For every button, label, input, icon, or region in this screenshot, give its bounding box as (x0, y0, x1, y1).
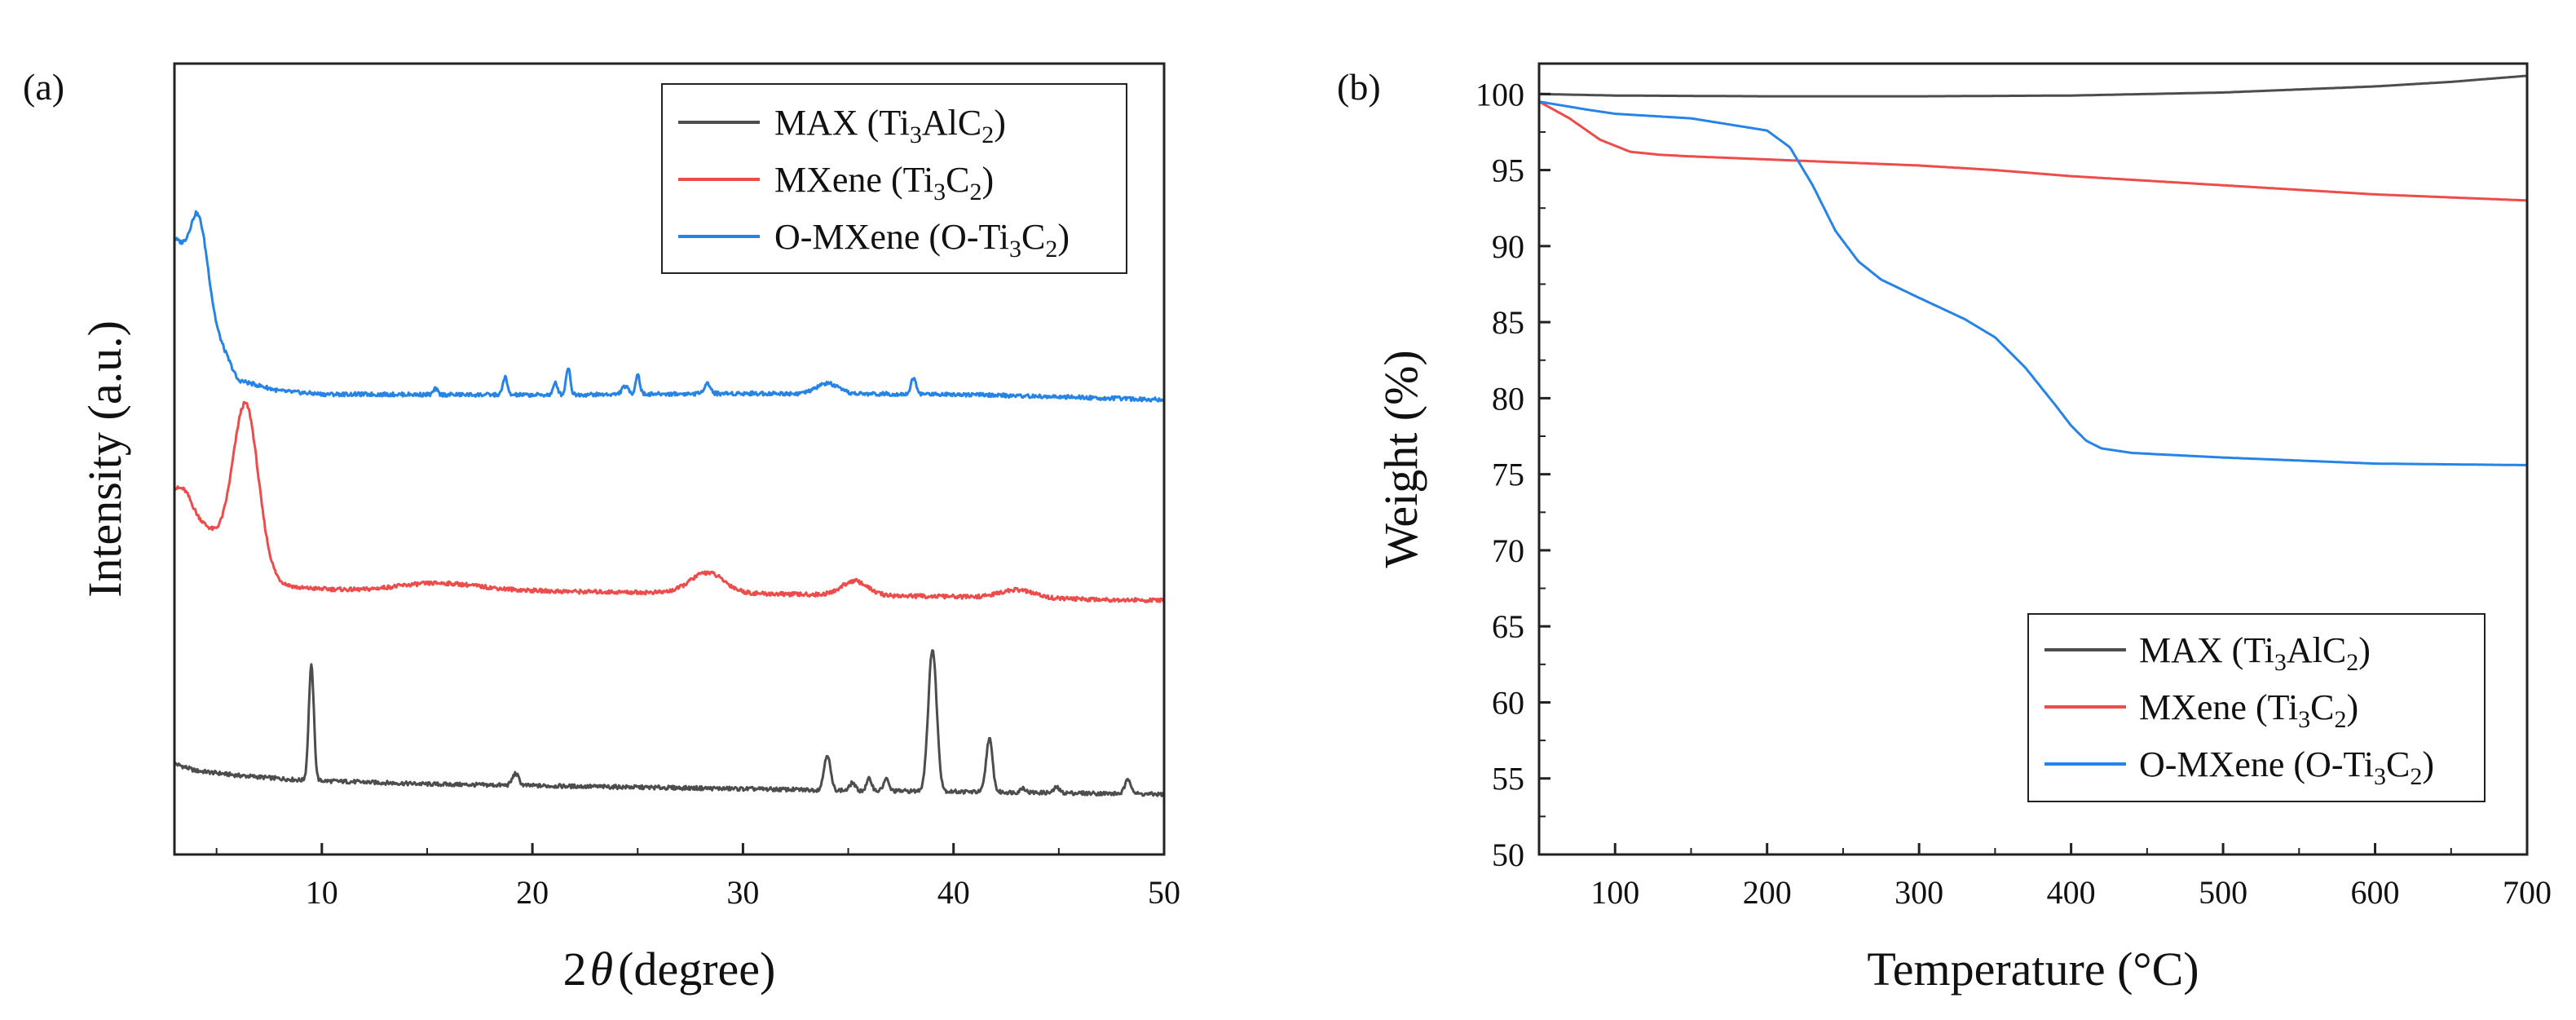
panel-a-x-ticks: 10 20 30 40 50 (215, 843, 1180, 911)
panel-b-y-tick-label-75: 75 (1492, 457, 1524, 493)
panel-b-series-max (1539, 74, 2528, 98)
panel-b-x-tick-label-400: 400 (2047, 874, 2096, 911)
panel-a-series-omxene (174, 210, 1166, 403)
panel-b-y-tick-label-85: 85 (1492, 304, 1524, 341)
panel-a-x-tick-label-20: 20 (516, 874, 549, 911)
panel-b-y-tick-label-100: 100 (1475, 76, 1524, 113)
panel-a-x-tick-label-10: 10 (306, 874, 338, 911)
panel-a-y-axis-label: Intensity (a.u.) (78, 320, 131, 598)
panel-b-y-tick-label-65: 65 (1492, 608, 1524, 645)
panel-a-x-tick-label-30: 30 (726, 874, 759, 911)
panel-a-legend-label-max: MAX (Ti3AlC2) (774, 103, 1006, 148)
panel-b-y-tick-label-80: 80 (1492, 380, 1524, 417)
panel-b-x-tick-label-700: 700 (2503, 874, 2552, 911)
panel-a-series-mxene (174, 400, 1165, 603)
panel-b-x-tick-label-300: 300 (1895, 874, 1943, 911)
panel-b-y-tick-label-60: 60 (1492, 684, 1524, 721)
panel-a-label: (a) (23, 66, 64, 108)
panel-b-legend-label-max: MAX (Ti3AlC2) (2139, 630, 2371, 676)
panel-b-frame (1537, 62, 2529, 856)
panel-b-x-ticks: 100 200 300 400 500 600 700 (1538, 843, 2552, 911)
panel-a-legend-label-mxene: MXene (Ti3C2) (774, 160, 994, 205)
panel-b-label: (b) (1337, 66, 1381, 108)
panel-b-x-axis-label: Temperature (°C) (1867, 943, 2199, 996)
panel-a-series-max (173, 649, 1165, 797)
panel-a: (a) 10 20 30 40 50 Intensity (a.u.) 2θ (degre… (23, 62, 1180, 996)
panel-a-frame (173, 62, 1166, 856)
panel-b: (b) 100 200 300 400 500 600 700 50 55 60 65 70 75 80… (1337, 62, 2552, 996)
panel-a-legend-label-omxene: O-MXene (O-Ti3C2) (774, 217, 1070, 263)
panel-a-x-axis-label-prefix: 2 (563, 943, 587, 996)
panel-b-x-tick-label-600: 600 (2351, 874, 2400, 911)
panel-a-legend: MAX (Ti3AlC2) MXene (Ti3C2) O-MXene (O-T… (661, 83, 1127, 274)
panel-b-legend-label-mxene: MXene (Ti3C2) (2139, 687, 2358, 733)
panel-b-y-axis-label: Weight (%) (1374, 350, 1427, 568)
panel-b-y-tick-label-55: 55 (1492, 761, 1524, 797)
panel-b-y-ticks: 50 55 60 65 70 75 80 85 90 95 100 (1475, 76, 1550, 873)
panel-a-x-tick-label-40: 40 (937, 874, 970, 911)
panel-a-x-axis-label: 2θ (degree) (563, 943, 776, 996)
panel-a-x-tick-label-50: 50 (1148, 874, 1180, 911)
panel-b-x-tick-label-200: 200 (1743, 874, 1792, 911)
panel-b-x-tick-label-500: 500 (2199, 874, 2247, 911)
panel-b-series-group (1538, 74, 2528, 466)
panel-b-y-tick-label-70: 70 (1492, 532, 1524, 569)
panel-b-y-tick-label-90: 90 (1492, 228, 1524, 265)
panel-b-y-tick-label-95: 95 (1492, 152, 1524, 189)
panel-b-series-omxene (1538, 100, 2528, 466)
panel-a-x-axis-label-theta: θ (590, 943, 614, 996)
panel-a-series-group (173, 210, 1166, 797)
panel-b-legend: MAX (Ti3AlC2) MXene (Ti3C2) O-MXene (O-T… (2027, 613, 2486, 802)
panel-b-y-tick-label-50: 50 (1492, 837, 1524, 873)
panel-b-legend-label-omxene: O-MXene (O-Ti3C2) (2139, 744, 2434, 790)
panel-b-series-mxene (1538, 100, 2528, 202)
panel-b-x-tick-label-100: 100 (1590, 874, 1639, 911)
panel-a-x-axis-label-suffix: (degree) (618, 943, 775, 996)
